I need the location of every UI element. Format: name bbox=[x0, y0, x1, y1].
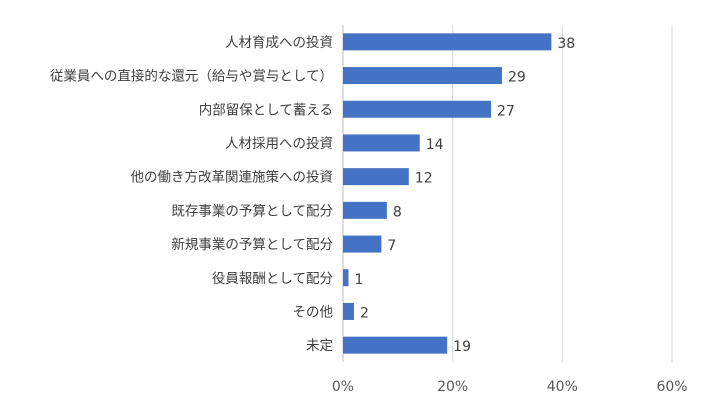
category-label: 他の働き方改革関連施策への投資 bbox=[131, 169, 334, 186]
bar bbox=[343, 269, 349, 287]
bar bbox=[343, 235, 382, 253]
x-tick-label: 40% bbox=[547, 379, 578, 395]
category-label: 内部留保として蓄える bbox=[199, 102, 333, 118]
category-label: その他 bbox=[293, 304, 334, 320]
bar bbox=[343, 67, 503, 85]
x-tick-label: 0% bbox=[332, 379, 354, 395]
value-label: 7 bbox=[387, 238, 396, 254]
category-label: 人材育成への投資 bbox=[225, 35, 333, 51]
value-label: 19 bbox=[453, 339, 471, 355]
value-label: 27 bbox=[497, 103, 515, 119]
x-tick-label: 60% bbox=[656, 379, 687, 395]
bar bbox=[343, 168, 409, 186]
bar bbox=[343, 201, 387, 219]
value-label: 12 bbox=[415, 171, 433, 187]
category-label: 人材採用への投資 bbox=[225, 136, 333, 152]
category-label: 未定 bbox=[306, 338, 333, 354]
value-label: 38 bbox=[557, 36, 575, 52]
bar bbox=[343, 336, 448, 354]
category-label: 従業員への直接的な還元（給与や賞与として） bbox=[50, 68, 333, 85]
x-tick-label: 20% bbox=[437, 379, 468, 395]
bar bbox=[343, 302, 354, 320]
bar bbox=[343, 33, 552, 51]
bar bbox=[343, 100, 492, 118]
bar bbox=[343, 134, 420, 152]
value-label: 14 bbox=[426, 137, 444, 153]
category-label: 新規事業の予算として配分 bbox=[171, 237, 333, 253]
bars bbox=[343, 33, 552, 354]
x-axis-tick-labels: 0% 20% 40% 60% bbox=[332, 379, 688, 395]
value-label: 1 bbox=[354, 272, 363, 288]
value-label: 2 bbox=[360, 305, 369, 321]
value-label: 8 bbox=[393, 204, 402, 220]
value-label: 29 bbox=[508, 70, 526, 86]
category-label: 役員報酬として配分 bbox=[212, 271, 333, 287]
category-label: 既存事業の予算として配分 bbox=[171, 203, 333, 219]
